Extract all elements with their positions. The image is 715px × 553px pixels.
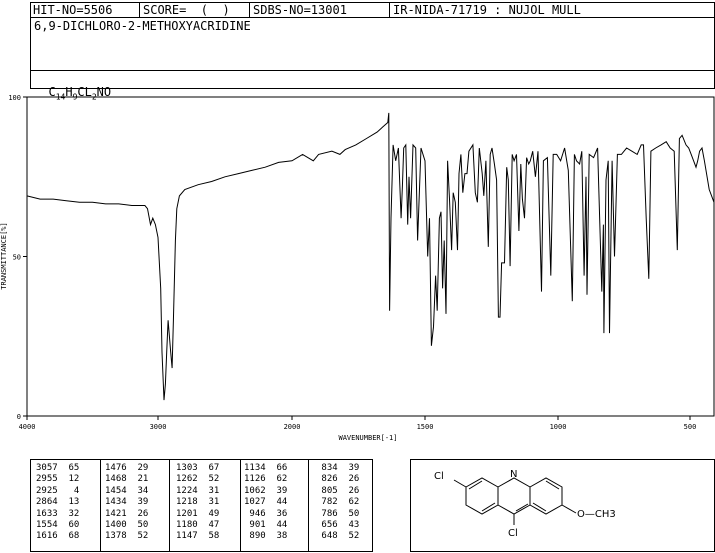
formula-divider [30, 70, 715, 71]
sdbs-number: SDBS-NO=13001 [250, 2, 390, 17]
peak-entry: 1262 52 [176, 474, 220, 485]
peak-table-separator [308, 459, 309, 552]
peak-entry: 1303 67 [176, 463, 220, 473]
peak-entry: 901 44 [244, 520, 288, 531]
peak-column-4: 1134 66 1126 62 1062 39 1027 44 946 36 901 … [244, 463, 287, 543]
peak-table-separator [100, 459, 101, 552]
peak-entry: 1147 58 [176, 531, 220, 542]
peak-entry: 786 50 [316, 508, 360, 519]
peak-entry: 1378 52 [105, 531, 149, 542]
peak-entry: 1454 34 [105, 485, 149, 496]
molecule-structure: N Cl Cl O—CH3 [434, 469, 616, 539]
peak-column-5: 834 39 826 26 805 26 782 62 786 50 656 4… [316, 463, 359, 543]
peak-entry: 1224 31 [176, 485, 220, 496]
peak-column-2: 1476 29 1468 21 1454 34 1434 39 1421 26 1400 … [105, 463, 148, 543]
x-tick-label-3000: 3000 [150, 423, 167, 431]
x-tick-label-1000: 1000 [550, 423, 567, 431]
x-tick-label-1500: 1500 [417, 423, 434, 431]
peak-entry: 1476 29 [105, 463, 149, 473]
peak-column-3: 1303 67 1262 52 1224 31 1218 31 1201 49 1180 … [176, 463, 219, 543]
peak-entry: 1027 44 [244, 497, 288, 508]
peak-entry: 2925 4 [36, 485, 80, 496]
peak-entry: 1616 68 [36, 531, 80, 542]
x-tick-label-4000: 4000 [19, 423, 36, 431]
atom-chlorine-bottom: Cl [508, 528, 518, 539]
peak-entry: 1201 49 [176, 508, 220, 519]
peak-column-1: 3057 65 2955 12 2925 4 2864 13 1633 32 1554 6… [36, 463, 79, 543]
peak-entry: 890 38 [244, 531, 288, 542]
peak-entry: 1134 66 [244, 463, 288, 473]
molecular-formula: C14H9CL2NO [48, 85, 112, 102]
y-tick-label-0: 0 [17, 413, 21, 421]
atom-nitrogen: N [510, 469, 517, 480]
x-axis-label: WAVENUMBER[-1] [338, 434, 397, 442]
peak-entry: 805 26 [316, 485, 360, 496]
compound-name: 6,9-DICHLORO-2-METHOXYACRIDINE [34, 19, 251, 33]
ir-info: IR-NIDA-71719 : NUJOL MULL [393, 3, 581, 17]
peak-entry: 1554 60 [36, 520, 80, 531]
atom-chlorine-left: Cl [434, 471, 444, 482]
transmittance-trace [26, 112, 715, 401]
peak-entry: 1468 21 [105, 474, 149, 485]
peak-entry: 826 26 [316, 474, 360, 485]
peak-entry: 1400 50 [105, 520, 149, 531]
peak-entry: 656 43 [316, 520, 360, 531]
peak-entry: 3057 65 [36, 463, 80, 473]
peak-entry: 1062 39 [244, 485, 288, 496]
peak-table [30, 459, 373, 552]
peak-table-separator [169, 459, 170, 552]
peak-entry: 1633 32 [36, 508, 80, 519]
peak-entry: 1126 62 [244, 474, 288, 485]
peak-entry: 1180 47 [176, 520, 220, 531]
hit-number: HIT-NO=5506 [30, 2, 140, 17]
methoxy-group: O—CH3 [577, 509, 616, 520]
peak-entry: 834 39 [316, 463, 360, 473]
peak-entry: 1434 39 [105, 497, 149, 508]
peak-entry: 1218 31 [176, 497, 220, 508]
peak-entry: 946 36 [244, 508, 288, 519]
peak-entry: 1421 26 [105, 508, 149, 519]
x-tick-label-500: 500 [684, 423, 697, 431]
score-field: SCORE= ( ) [140, 2, 250, 17]
peak-table-separator [240, 459, 241, 552]
y-tick-label-100: 100 [8, 94, 21, 102]
peak-entry: 2864 13 [36, 497, 80, 508]
peak-entry: 648 52 [316, 531, 360, 542]
y-tick-label-50: 50 [13, 254, 21, 262]
x-tick-label-2000: 2000 [284, 423, 301, 431]
y-axis-label: TRANSMITTANCE[%] [0, 222, 8, 289]
peak-entry: 2955 12 [36, 474, 80, 485]
peak-entry: 782 62 [316, 497, 360, 508]
